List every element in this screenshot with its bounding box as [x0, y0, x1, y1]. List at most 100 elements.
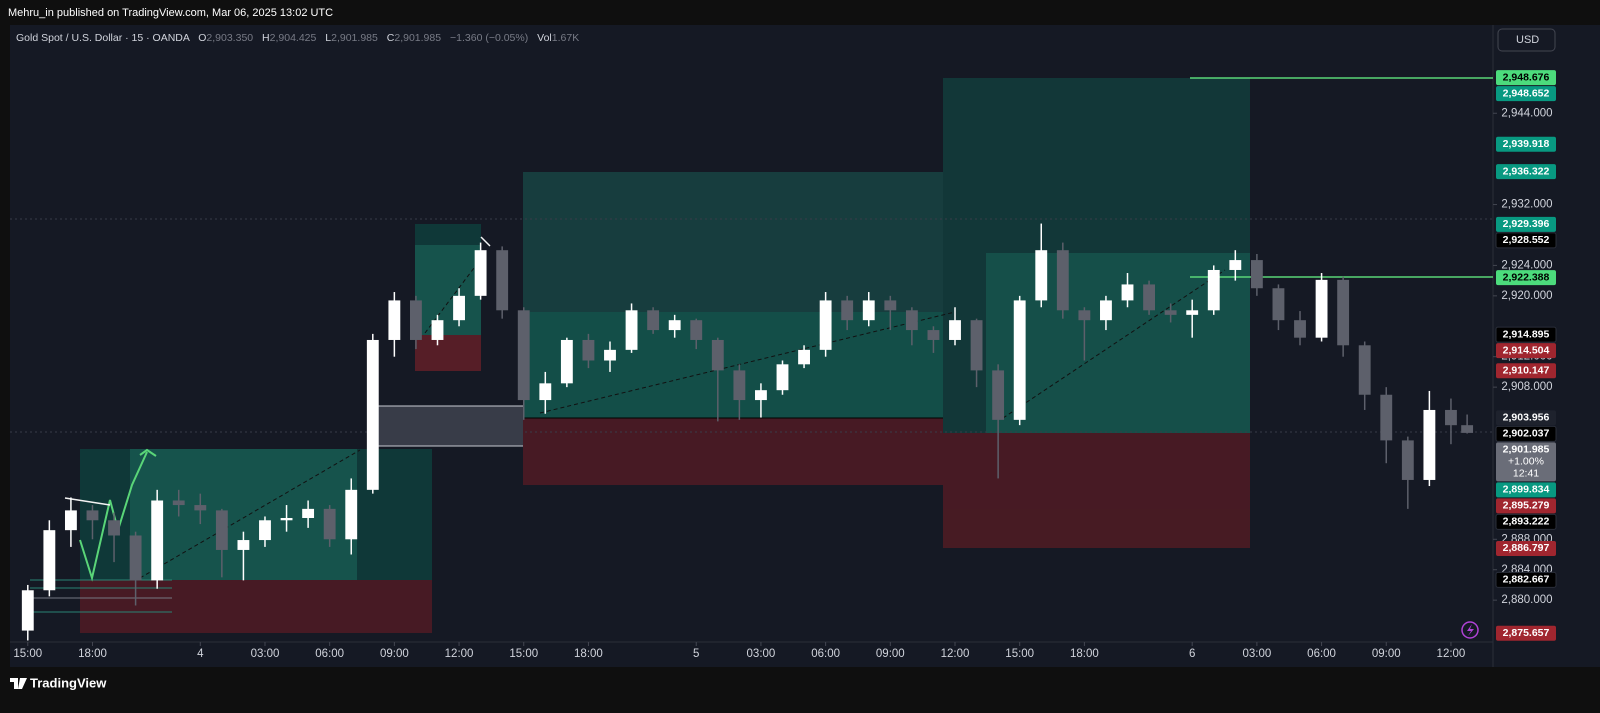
x-tick-label: 03:00 [747, 648, 776, 660]
zone-stop [80, 580, 432, 633]
zone-target [415, 224, 481, 245]
price-tag [1496, 442, 1556, 482]
candle-body [1272, 288, 1285, 321]
change: −1.360 (−0.05%) [450, 32, 528, 44]
price-tag-label: 2,895.279 [1503, 500, 1550, 512]
price-tag [1496, 216, 1556, 232]
candle-body [517, 310, 530, 401]
candle-body [582, 339, 595, 361]
candle-body [280, 517, 293, 521]
x-tick-label: 12:00 [445, 648, 474, 660]
candle-body [1164, 310, 1177, 315]
o-key: O [198, 32, 206, 44]
x-tick-label: 09:00 [876, 648, 905, 660]
price-tag-label: 2,936.322 [1503, 165, 1550, 177]
candle-body [453, 295, 465, 321]
price-tag-label: 2,902.037 [1503, 428, 1550, 440]
x-tick-label: 12:00 [1437, 648, 1466, 660]
x-tick-label: 4 [197, 648, 204, 660]
candle-body [21, 590, 34, 631]
candle-body [194, 505, 207, 511]
price-tag-label: 2,914.504 [1503, 344, 1550, 356]
candle-body [1358, 345, 1371, 395]
candle-body [1121, 284, 1134, 301]
price-tag [1496, 86, 1556, 102]
x-tick-label: 09:00 [1372, 648, 1401, 660]
candle-body [604, 349, 616, 361]
candle-body [345, 489, 358, 540]
candle-body [215, 510, 228, 550]
candle-body [905, 310, 918, 331]
candle-body [711, 339, 724, 371]
x-tick-label: 18:00 [1070, 648, 1099, 660]
price-tag-label: 2,939.918 [1503, 138, 1550, 150]
x-tick-label: 15:00 [1005, 648, 1034, 660]
price-tag-extra: 12:41 [1513, 468, 1539, 480]
candle-body [819, 300, 832, 350]
candle-body [733, 370, 746, 401]
candle-body [755, 390, 767, 401]
price-tag [1495, 571, 1557, 588]
price-tag [1496, 270, 1556, 286]
x-tick-label: 06:00 [811, 648, 840, 660]
price-tag [1496, 343, 1556, 359]
x-tick-label: 03:00 [251, 648, 280, 660]
currency-button[interactable] [1497, 28, 1556, 52]
currency[interactable]: USD [1516, 34, 1539, 46]
price-tag-label: 2,910.147 [1503, 365, 1550, 377]
candle-body [1445, 409, 1457, 426]
candle-body [86, 510, 99, 521]
candle-body [1100, 300, 1112, 321]
y-tick-label: 2,924.000 [1501, 259, 1552, 271]
candle-body [64, 510, 77, 531]
price-tag [1496, 410, 1556, 426]
candle-body [1337, 279, 1350, 346]
candle-body [259, 520, 271, 541]
candle-body [302, 508, 315, 518]
publisher: Mehru_in published on TradingView.com, M… [8, 7, 333, 19]
lightning-icon[interactable] [1461, 621, 1479, 639]
price-tag-label: 2,886.797 [1503, 542, 1550, 554]
legend: Gold Spot / U.S. Dollar · 15 · OANDA O 2,… [16, 32, 579, 44]
price-tag-label: 2,928.552 [1503, 234, 1550, 246]
candle-body [1035, 250, 1048, 301]
x-tick-label: 5 [693, 648, 699, 660]
price-tag [1496, 498, 1556, 514]
x-tick-label: 03:00 [1242, 648, 1271, 660]
price-tag [1496, 363, 1556, 379]
price-tag-label: 2,882.667 [1503, 574, 1550, 586]
price-tag-label: 2,948.652 [1503, 87, 1550, 99]
candle-body [625, 310, 638, 350]
price-tag [1496, 482, 1556, 498]
price-tag-label: 2,929.396 [1503, 218, 1550, 230]
x-tick-label: 18:00 [78, 648, 107, 660]
lightning-icon [1467, 624, 1474, 636]
price-tag-extra: +1.00% [1508, 456, 1544, 468]
candle-body [1423, 409, 1436, 480]
arrow-head [139, 448, 157, 457]
price-tag [1495, 425, 1557, 442]
zone-target [523, 172, 955, 312]
candle-body [1229, 260, 1242, 270]
trend-line [480, 236, 491, 247]
candle-body [1143, 284, 1155, 311]
zone-gap [369, 405, 536, 447]
price-tag [1495, 513, 1557, 530]
price-tag [1495, 326, 1557, 343]
candle-body [1056, 250, 1069, 311]
x-tick-label: 09:00 [380, 648, 409, 660]
brand: TradingView [30, 675, 107, 690]
zone-stop [943, 433, 1250, 548]
candle-body [1461, 425, 1474, 433]
zone-target [986, 253, 1250, 433]
l-key: L [325, 32, 331, 44]
symbol: Gold Spot / U.S. Dollar · 15 · OANDA [16, 32, 190, 44]
c-key: C [387, 32, 395, 44]
candle-body [927, 330, 940, 340]
candle-body [560, 339, 573, 384]
x-tick-label: 06:00 [315, 648, 344, 660]
candle-body [474, 250, 487, 296]
l-value: 2,901.985 [331, 32, 378, 44]
price-tag [1496, 625, 1556, 641]
